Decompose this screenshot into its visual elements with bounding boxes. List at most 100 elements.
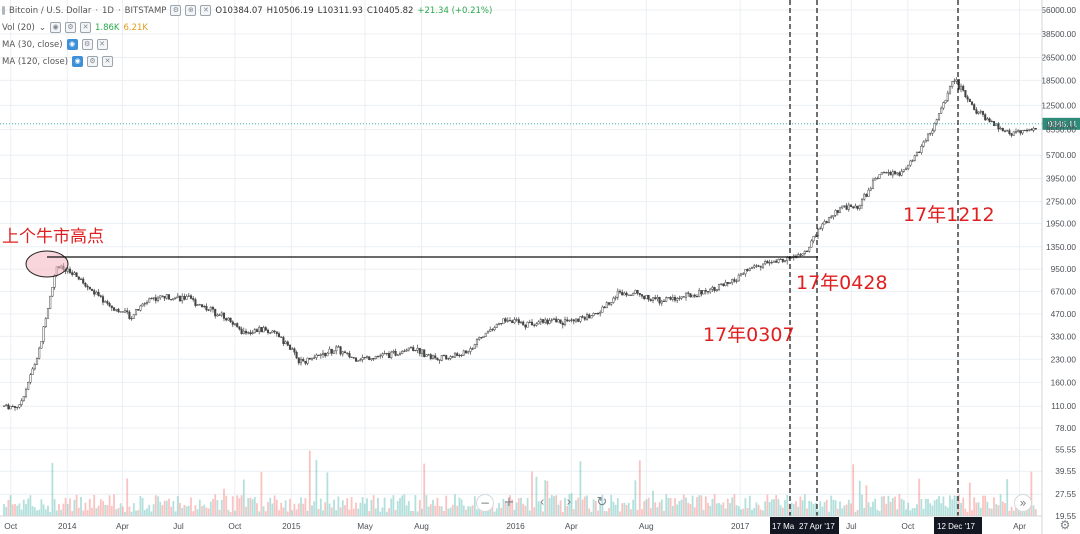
volume-bar (392, 495, 395, 516)
price-scale[interactable]: 56000.00 38500.00 26500.00 18500.00 12500.00… (1041, 0, 1076, 534)
candle-body (878, 174, 881, 179)
volume-bar (159, 501, 162, 516)
candle-body (247, 332, 250, 334)
time-tick-label: Oct (4, 521, 18, 531)
candle-body (572, 319, 575, 322)
candle-body (887, 172, 890, 174)
volume-bar (275, 499, 278, 516)
close-icon[interactable]: ✕ (96, 39, 108, 50)
volume-bar (1019, 511, 1022, 516)
ma30-label[interactable]: MA (30, close) (2, 39, 63, 50)
volume-bar (150, 511, 153, 516)
candle-body (922, 141, 925, 147)
compare-icon[interactable]: ⊕ (185, 5, 197, 16)
volume-bar (788, 503, 791, 516)
candle-body (948, 86, 952, 94)
volume-bar (753, 507, 756, 516)
candle-body (220, 312, 223, 316)
candle-body (702, 290, 705, 295)
volume-bar (458, 497, 461, 516)
candle-body (240, 328, 243, 334)
volume-bar (968, 482, 971, 516)
candle-body (337, 346, 340, 348)
zoom-out-button[interactable]: − (476, 494, 494, 512)
volume-bar (1030, 471, 1033, 516)
settings-gear-icon[interactable]: ⚙ (1059, 518, 1071, 532)
price-tick-label: 950.00 (1051, 264, 1077, 274)
volume-bar (454, 494, 456, 516)
volume-bar (405, 505, 408, 516)
volume-bar (588, 508, 591, 516)
eye-icon[interactable]: ◉ (50, 22, 61, 33)
candle-body (744, 269, 747, 275)
candle-body (709, 288, 712, 293)
volume-bar (284, 500, 287, 516)
go-to-latest-button[interactable]: » (1014, 494, 1032, 512)
candle-body (746, 269, 749, 271)
close-icon[interactable]: ✕ (80, 22, 91, 33)
price-tick-label: 12500.00 (1041, 100, 1076, 110)
candle-body (612, 297, 615, 303)
candle-body (909, 160, 912, 166)
close-icon[interactable]: ✕ (200, 5, 212, 16)
volume-bar (203, 504, 206, 516)
volume-bar (737, 506, 740, 516)
candle-body (330, 348, 333, 354)
volume-bar (432, 499, 434, 516)
settings-icon[interactable]: ⚙ (170, 5, 182, 16)
chevron-down-icon[interactable]: ⌄ (38, 22, 46, 33)
volume-bar (592, 499, 595, 516)
volume-bar (60, 509, 63, 516)
eye-icon[interactable]: ◉ (66, 39, 78, 50)
volume-bar (636, 509, 639, 516)
volume-bar (583, 496, 586, 516)
candle-body (73, 272, 76, 275)
candle-body (678, 297, 681, 299)
candle-body (627, 294, 630, 296)
settings-icon[interactable]: ⚙ (87, 56, 99, 67)
price-tick-label: 110.00 (1051, 401, 1076, 411)
candle-body (440, 355, 443, 361)
symbol-name[interactable]: Bitcoin / U.S. Dollar (9, 5, 92, 16)
volume-bar (1010, 506, 1013, 516)
volume-bar (579, 461, 582, 516)
eye-icon[interactable]: ◉ (72, 56, 84, 67)
candle-body (401, 350, 404, 354)
candle-body (1017, 130, 1020, 133)
volume-bar (940, 503, 943, 516)
candle-body (438, 359, 441, 361)
volume-bar (58, 504, 60, 516)
volume-bar (929, 503, 932, 516)
vol-indicator-label[interactable]: Vol (20) (2, 22, 35, 33)
close-icon[interactable]: ✕ (102, 56, 114, 67)
candle-body (610, 302, 613, 305)
volume-bar (366, 498, 368, 516)
settings-icon[interactable]: ⚙ (81, 39, 93, 50)
scroll-right-button[interactable]: › (566, 495, 572, 510)
candle-body (937, 113, 941, 120)
volume-bar (110, 505, 113, 516)
volume-bar (847, 499, 850, 516)
interval-label[interactable]: 1D (102, 5, 114, 16)
volume-bar (258, 511, 261, 516)
time-scale[interactable]: Oct 2014 Apr Jul Oct 2015 May Aug 2016 Apr Aug 2017… (0, 515, 1042, 531)
candle-body (1021, 130, 1024, 134)
volume-bar (324, 502, 327, 516)
candle-body (777, 259, 780, 263)
candle-body (409, 347, 413, 349)
scroll-left-button[interactable]: ‹ (539, 495, 545, 510)
ma120-label[interactable]: MA (120, close) (2, 56, 69, 67)
settings-icon[interactable]: ⚙ (65, 22, 76, 33)
candle-body (90, 288, 94, 291)
volume-bar (792, 503, 795, 516)
zoom-in-button[interactable]: + (503, 495, 515, 510)
volume-bar (674, 498, 676, 516)
volume-bar (586, 495, 588, 516)
collapse-icon[interactable] (2, 6, 5, 15)
volume-bar (680, 499, 683, 516)
candle-body (88, 286, 91, 290)
candle-body (99, 295, 102, 297)
candle-body (137, 309, 140, 311)
reset-chart-button[interactable]: ↻ (596, 495, 608, 510)
